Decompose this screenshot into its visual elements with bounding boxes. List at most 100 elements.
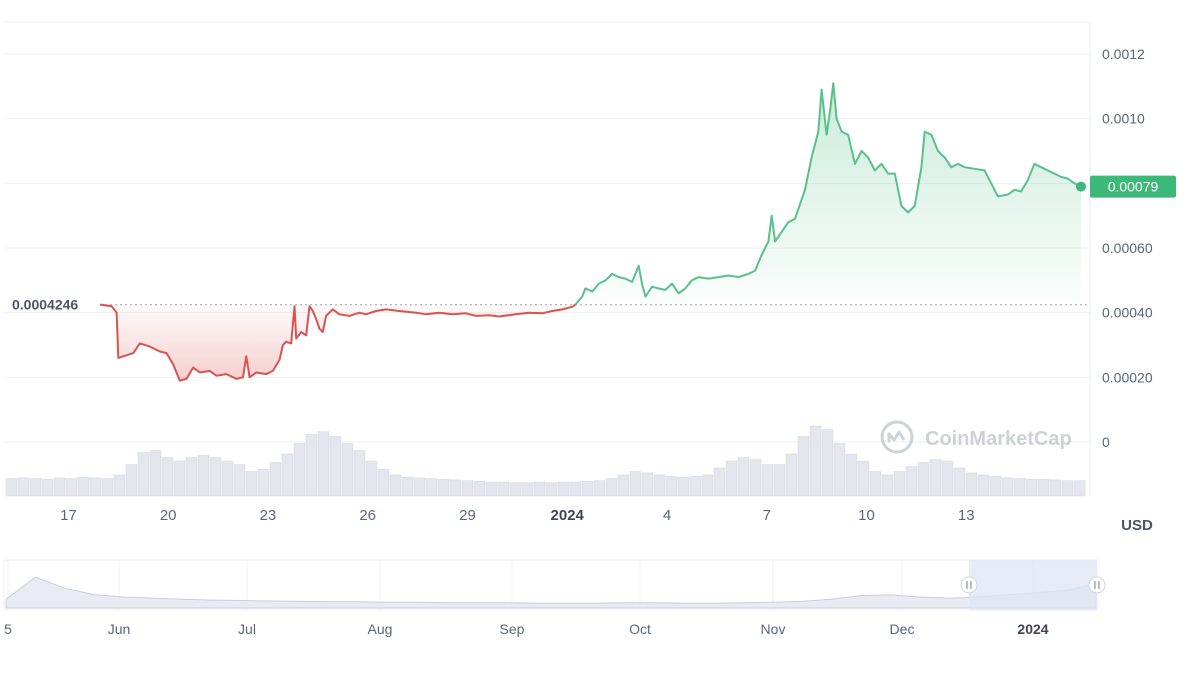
volume-bar (941, 460, 954, 497)
x-tick-label: 20 (160, 507, 177, 524)
navigator-right-handle[interactable] (1088, 576, 1106, 594)
volume-bar (305, 434, 318, 497)
y-axis-ticks: 0.00120.00100.000800.000600.000400.00020… (1102, 46, 1153, 450)
navigator-series (5, 576, 1097, 609)
navigator-x-tick-label: 2024 (1017, 621, 1048, 637)
navigator-x-ticks: 5 Jun Jul Aug Sep Oct Nov Dec 2024 (4, 621, 1049, 637)
x-tick-label: 13 (958, 507, 975, 524)
volume-bar (209, 457, 222, 497)
volume-bar (641, 472, 654, 497)
navigator-left-handle[interactable] (960, 576, 978, 594)
volume-bar (1073, 480, 1086, 497)
range-navigator[interactable]: 5 Jun Jul Aug Sep Oct Nov Dec 2024 (3, 559, 1106, 637)
volume-bar (797, 436, 810, 497)
volume-bar (749, 459, 762, 497)
volume-bar (557, 481, 570, 497)
volume-bar (869, 471, 882, 497)
volume-bar (17, 477, 30, 497)
volume-bar (737, 457, 750, 497)
volume-bar (821, 429, 834, 497)
volume-bar (401, 476, 414, 497)
volume-bar (377, 469, 390, 497)
volume-bar (77, 476, 90, 497)
y-tick-label: 0.00060 (1102, 240, 1153, 256)
volume-bar (257, 469, 270, 497)
navigator-x-tick-label: 5 (4, 621, 12, 637)
volume-bar (89, 477, 102, 497)
volume-bar (389, 474, 402, 497)
watermark-text: CoinMarketCap (925, 428, 1072, 450)
x-tick-label: 7 (763, 507, 771, 524)
volume-bar (221, 460, 234, 497)
volume-bar (1061, 480, 1074, 497)
navigator-selected-range[interactable] (969, 560, 1097, 610)
volume-bar (245, 471, 258, 497)
volume-bar (893, 471, 906, 497)
coinmarketcap-logo-icon (880, 420, 914, 454)
volume-bar (233, 464, 246, 497)
volume-bar (977, 474, 990, 497)
volume-bar (509, 482, 522, 497)
volume-bar (65, 478, 78, 497)
price-line-down (99, 303, 577, 382)
watermark: CoinMarketCap (880, 420, 1072, 454)
price-line-up (574, 82, 1082, 306)
down-area-fill (100, 304, 576, 381)
current-price-badge (1090, 175, 1176, 198)
volume-bar (881, 474, 894, 497)
volume-bar (137, 452, 150, 497)
volume-bar (497, 481, 510, 497)
volume-bar (617, 474, 630, 497)
volume-bar (677, 476, 690, 497)
volume-bar (461, 480, 474, 497)
volume-bar (521, 482, 534, 497)
navigator-x-tick-label: Jun (108, 621, 131, 637)
navigator-x-tick-label: Nov (761, 621, 786, 637)
x-tick-label: 10 (858, 507, 875, 524)
volume-bar (161, 457, 174, 497)
y-tick-label: 0.0010 (1102, 111, 1145, 127)
volume-bar (125, 464, 138, 497)
x-axis-ticks: 17 20 23 26 29 2024 4 7 10 13 (60, 507, 975, 524)
volume-bar (653, 474, 666, 497)
volume-bar (173, 460, 186, 497)
volume-bar (629, 471, 642, 497)
current-price-dot (1076, 181, 1086, 192)
volume-bar (341, 443, 354, 497)
navigator-x-tick-label: Oct (629, 621, 651, 637)
x-tick-label: 29 (459, 507, 476, 524)
volume-bars (5, 425, 1086, 497)
volume-bar (785, 453, 798, 497)
volume-bar (665, 476, 678, 497)
volume-bar (713, 467, 726, 497)
volume-bar (1025, 478, 1038, 497)
volume-bar (449, 479, 462, 497)
volume-bar (41, 478, 54, 497)
volume-bar (281, 453, 294, 497)
volume-bar (809, 425, 822, 497)
price-area-fill (100, 83, 1081, 381)
volume-bar (569, 481, 582, 497)
volume-bar (149, 450, 162, 497)
volume-bar (425, 478, 438, 497)
volume-bar (293, 443, 306, 497)
volume-bar (1013, 478, 1026, 497)
volume-bar (857, 460, 870, 497)
current-price-label: 0.00079 (1108, 179, 1159, 195)
volume-bar (473, 481, 486, 497)
x-tick-label: 17 (60, 507, 77, 524)
volume-bar (593, 480, 606, 497)
volume-bar (5, 478, 18, 497)
volume-bar (533, 481, 546, 497)
volume-bar (725, 460, 738, 497)
volume-bar (365, 460, 378, 497)
volume-bar (269, 462, 282, 497)
volume-bar (989, 476, 1002, 497)
x-tick-label: 2024 (551, 507, 585, 524)
navigator-x-tick-label: Jul (238, 621, 256, 637)
volume-bar (413, 477, 426, 497)
volume-bar (437, 478, 450, 497)
volume-bar (329, 436, 342, 497)
